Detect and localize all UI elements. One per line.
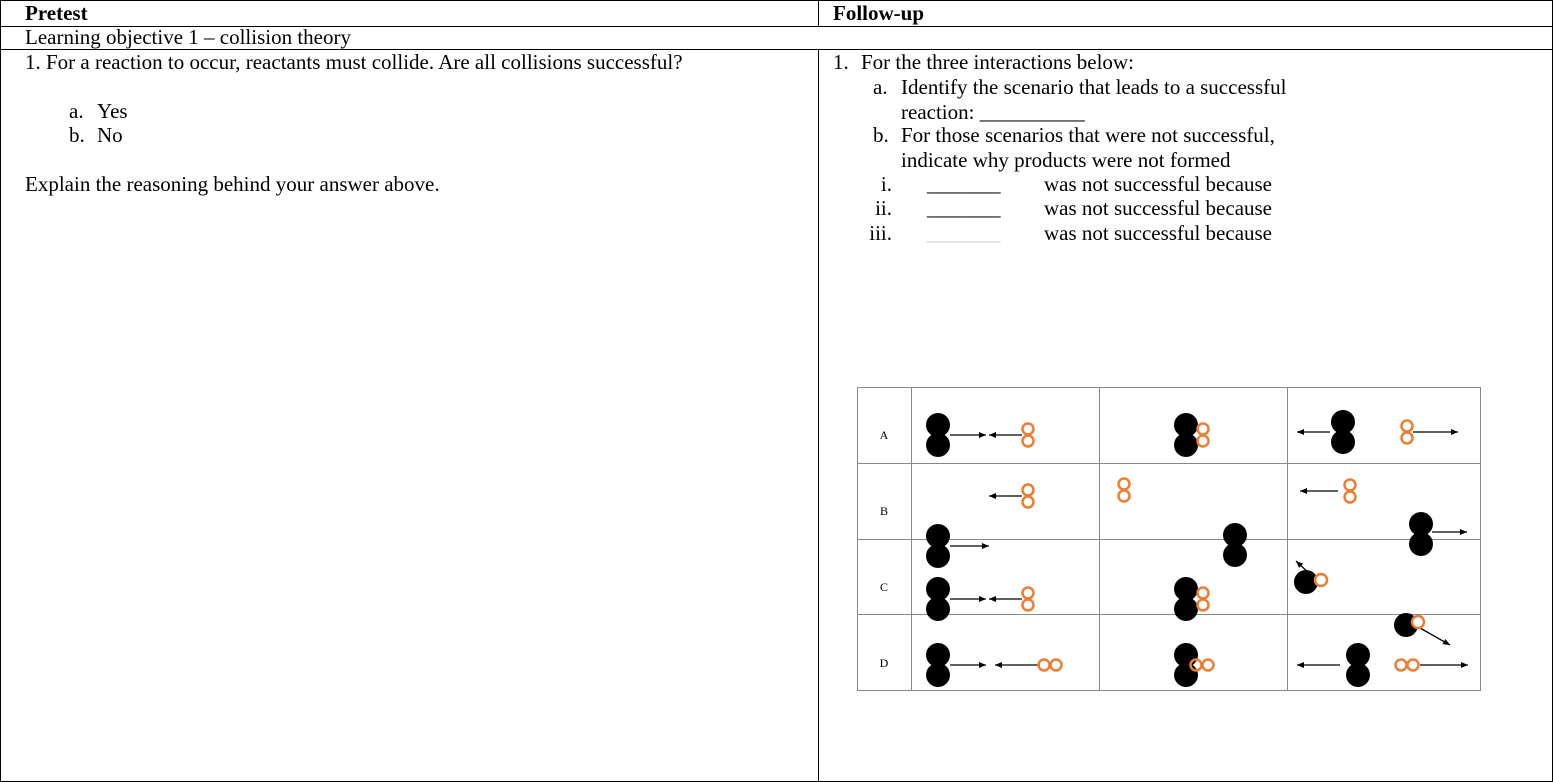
blank: _______	[927, 221, 1001, 245]
item-marker: iii.	[869, 221, 892, 245]
question: 1. For a reaction to occur, reactants mu…	[25, 50, 683, 74]
header: Follow-up	[833, 1, 925, 25]
row-label: B	[880, 504, 888, 518]
item-marker: 1.	[833, 50, 849, 74]
row-label: C	[880, 580, 888, 594]
border	[0, 49, 1553, 50]
part-marker: a.	[873, 75, 888, 99]
item: was not successful because	[1044, 221, 1273, 245]
option-marker: a.	[69, 99, 84, 123]
header: Pretest	[25, 1, 88, 25]
border	[0, 0, 1, 782]
option: Yes	[97, 99, 128, 123]
question: For the three interactions below:	[861, 50, 1134, 74]
prompt: Explain the reasoning behind your answer…	[25, 172, 440, 196]
molecules	[926, 410, 1433, 687]
row-label: D	[880, 656, 889, 670]
row-label: A	[880, 428, 889, 442]
part-marker: b.	[873, 123, 889, 147]
option: No	[97, 123, 123, 147]
border	[0, 0, 1553, 1]
section-title: Learning objective 1 – collision theory	[25, 25, 351, 49]
item: was not successful because	[1044, 196, 1273, 220]
arrows	[950, 429, 1468, 668]
border	[818, 49, 819, 782]
blank: _______	[927, 196, 1001, 220]
item: was not successful because	[1044, 172, 1273, 196]
option-marker: b.	[69, 123, 85, 147]
item-marker: i.	[880, 172, 892, 196]
grid	[857, 387, 1481, 691]
part: For those scenarios that were not succes…	[901, 123, 1275, 172]
item-marker: ii.	[875, 196, 892, 220]
border	[0, 26, 1553, 27]
blank: _______	[927, 172, 1001, 196]
part: Identify the scenario that leads to a su…	[901, 75, 1287, 124]
border	[818, 0, 819, 26]
